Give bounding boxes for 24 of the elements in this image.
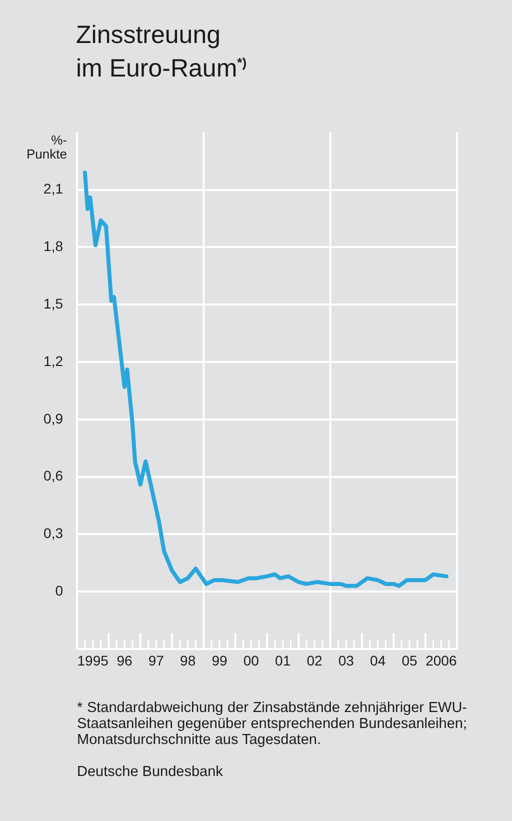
- x-tick-label: 05: [402, 652, 418, 668]
- y-axis-title: %- Punkte: [26, 132, 67, 162]
- y-tick-label: 0,9: [44, 410, 64, 426]
- x-tick-label: 2006: [426, 652, 457, 668]
- x-tick-label: 96: [116, 652, 132, 668]
- y-tick-label: 1,2: [44, 352, 64, 369]
- text: * Standardabweichung der Zinsabstände zehnjähriger EWU-Staatsanleihen gegenüber entsprechenden Bundesanleihen; Monatsdurchschnitte aus Tagesdaten.: [77, 700, 467, 748]
- y-tick-label: 2,1: [44, 180, 64, 197]
- x-tick-label: 04: [370, 652, 386, 668]
- chart-title: Zinsstreuung im Euro-Raum$^{*)}$: [76, 21, 247, 82]
- y-tick-label: 0,3: [44, 525, 64, 542]
- y-tick-label: 1,8: [44, 238, 64, 254]
- x-tick-label: 01: [275, 652, 291, 668]
- x-tick-label: 03: [338, 652, 354, 668]
- text: Deutsche Bundesbank: [77, 764, 224, 780]
- y-tick-label: 0: [55, 582, 64, 598]
- x-tick-label: 00: [243, 652, 260, 668]
- x-tick-label: 1995: [77, 652, 109, 668]
- x-tick-label: 98: [180, 652, 196, 668]
- y-tick-label: 1,5: [44, 295, 64, 312]
- x-tick-label: 02: [306, 652, 322, 668]
- x-tick-label: 99: [212, 652, 228, 668]
- y-tick-label: 0,6: [44, 468, 64, 484]
- x-tick-label: 97: [148, 652, 164, 668]
